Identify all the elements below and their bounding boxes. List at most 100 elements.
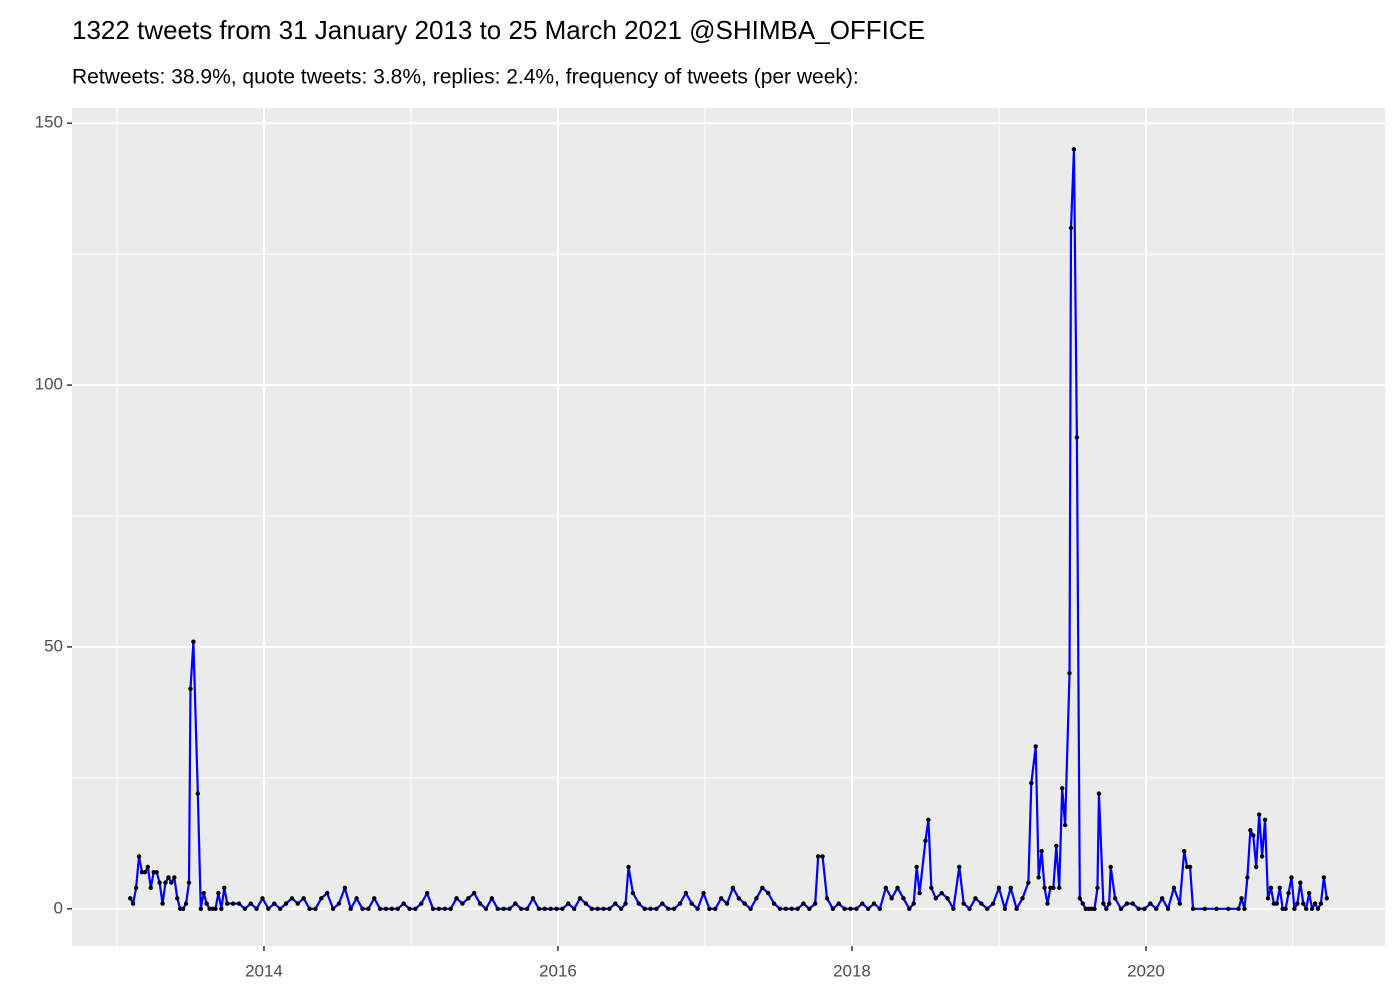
point (513, 901, 518, 906)
point (1002, 906, 1008, 912)
point (1265, 896, 1271, 901)
point (765, 890, 771, 896)
point (501, 906, 506, 912)
point (595, 906, 600, 912)
point (272, 901, 277, 906)
point (163, 880, 168, 885)
point (1187, 864, 1193, 870)
point (436, 906, 442, 912)
point (295, 901, 300, 906)
point (201, 890, 206, 896)
point (1254, 864, 1259, 870)
point (813, 901, 818, 906)
point (836, 901, 841, 906)
point (166, 875, 171, 880)
point (413, 906, 418, 912)
point (401, 901, 406, 906)
point (815, 854, 821, 859)
point (666, 906, 671, 912)
point (169, 880, 174, 885)
point (1074, 435, 1080, 440)
point (342, 885, 348, 891)
point (979, 901, 984, 906)
point (175, 896, 180, 901)
point (860, 901, 865, 906)
point (1096, 791, 1102, 796)
point (901, 896, 906, 901)
point (477, 901, 483, 906)
point (1236, 906, 1241, 912)
point (583, 901, 589, 906)
point (671, 906, 677, 912)
point (1304, 906, 1309, 912)
point (354, 896, 359, 901)
point (654, 906, 659, 912)
point (1286, 890, 1291, 896)
x-tick-label: 2020 (1127, 961, 1165, 980)
point (566, 901, 571, 906)
point (448, 906, 453, 912)
point (1062, 822, 1068, 828)
point (1045, 901, 1050, 906)
point (830, 906, 836, 912)
point (1309, 906, 1315, 912)
point (842, 906, 847, 912)
point (807, 906, 812, 912)
point (626, 864, 631, 870)
point (324, 890, 330, 896)
point (466, 896, 471, 901)
point (128, 896, 133, 901)
point (742, 901, 747, 906)
point (1054, 843, 1059, 849)
point (1295, 901, 1300, 906)
point (1042, 885, 1047, 891)
point (1104, 906, 1109, 912)
point (1142, 906, 1147, 912)
x-tick-label: 2016 (539, 961, 577, 980)
point (1029, 780, 1034, 786)
point (1268, 885, 1274, 891)
point (1108, 864, 1113, 870)
point (180, 906, 186, 912)
point (1095, 885, 1100, 891)
point (713, 906, 718, 912)
point (907, 906, 912, 912)
point (677, 901, 683, 906)
point (945, 896, 950, 901)
point (395, 906, 400, 912)
point (142, 869, 148, 875)
point (507, 906, 512, 912)
point (183, 901, 189, 906)
point (642, 906, 647, 912)
point (1245, 875, 1250, 880)
point (1077, 896, 1083, 901)
point (824, 896, 830, 901)
point (454, 896, 459, 901)
point (967, 906, 972, 912)
point (985, 906, 990, 912)
point (1057, 885, 1062, 891)
point (424, 890, 430, 896)
point (1321, 875, 1327, 880)
point (589, 906, 594, 912)
point (204, 901, 209, 906)
point (1248, 828, 1253, 833)
point (186, 880, 192, 885)
point (707, 906, 712, 912)
point (442, 906, 447, 912)
point (407, 906, 412, 912)
chart-title: 1322 tweets from 31 January 2013 to 25 M… (72, 15, 925, 45)
point (939, 890, 944, 896)
point (471, 890, 477, 896)
point (419, 901, 424, 906)
point (1292, 906, 1297, 912)
point (1324, 896, 1329, 901)
point (820, 854, 825, 859)
point (377, 906, 383, 912)
point (848, 906, 853, 912)
point (430, 906, 436, 912)
point (1148, 901, 1153, 906)
point (1277, 885, 1282, 891)
